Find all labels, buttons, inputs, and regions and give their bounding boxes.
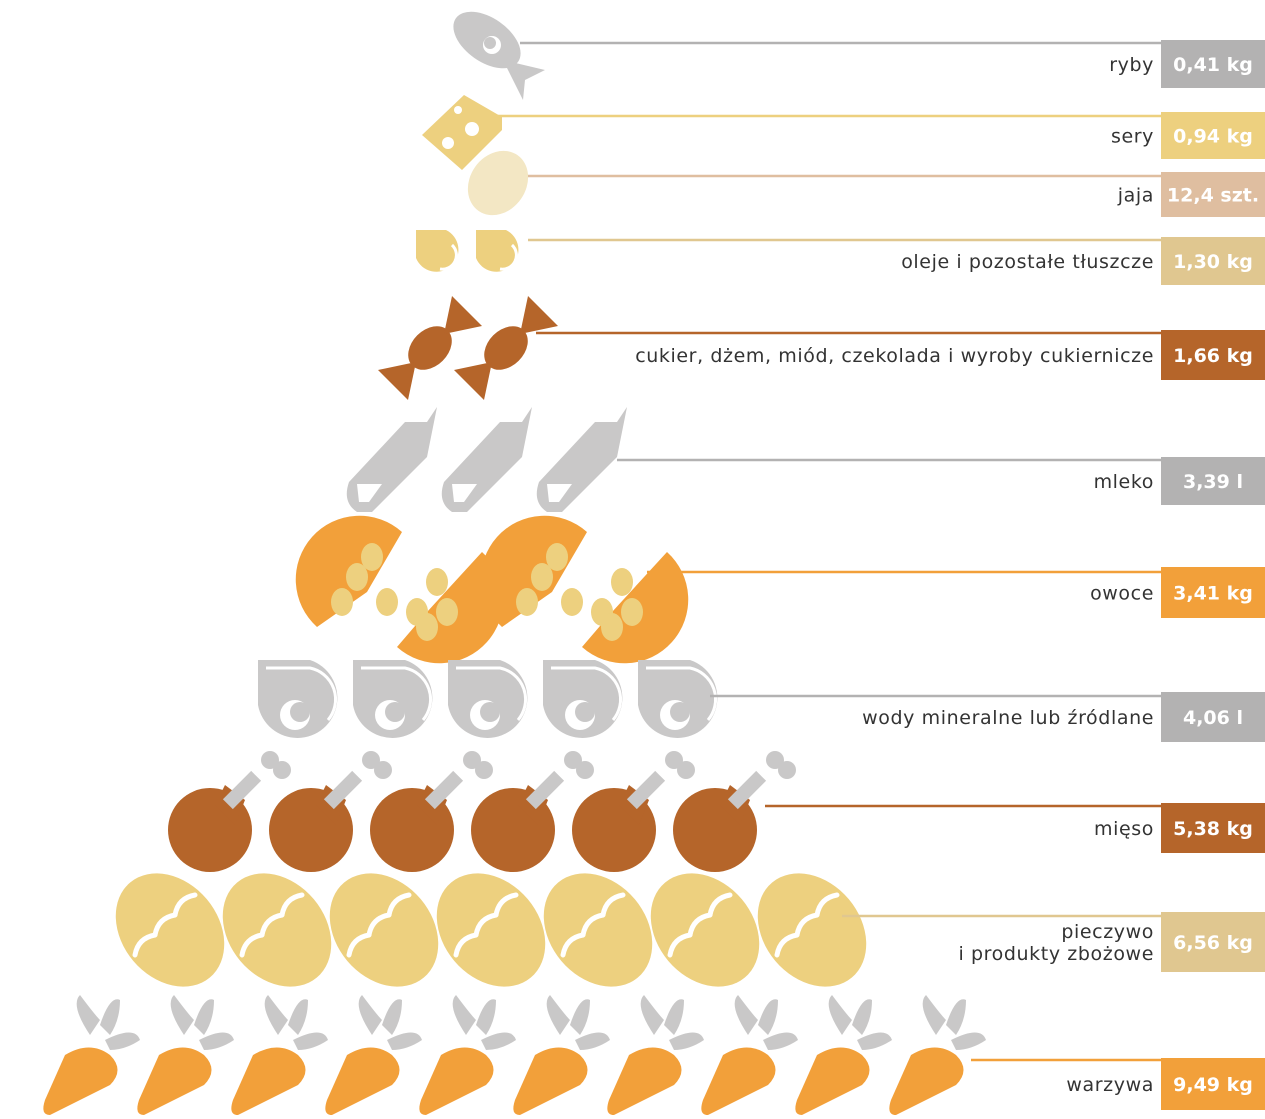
eggs-icon <box>467 150 529 216</box>
meat-icon <box>471 751 594 872</box>
bread-icon <box>650 873 760 987</box>
bread-icon <box>757 873 867 987</box>
value-label-sugar: 1,66 kg <box>1173 345 1253 367</box>
icon-row-meat <box>168 751 796 872</box>
meat-icon <box>370 751 493 872</box>
vegetables-icon <box>231 995 328 1115</box>
category-label-vegetables: warzywa <box>1066 1074 1154 1096</box>
sugar-icon <box>454 296 558 400</box>
icon-row-vegetables <box>43 995 986 1115</box>
water-icon <box>258 660 338 738</box>
value-label-fish: 0,41 kg <box>1173 54 1253 76</box>
category-label-meat: mięso <box>1094 818 1154 840</box>
meat-icon <box>168 751 291 872</box>
meat-icon <box>572 751 695 872</box>
vegetables-icon <box>43 995 140 1115</box>
value-badge-milk <box>1161 457 1265 505</box>
value-badge-oils <box>1161 237 1265 285</box>
icon-row-milk <box>346 407 627 512</box>
value-label-cheese: 0,94 kg <box>1173 126 1253 148</box>
value-badge-meat <box>1161 803 1265 853</box>
category-label-fish: ryby <box>1109 54 1154 76</box>
icon-row-cheese <box>422 95 502 170</box>
category-labels: 0,41 kg ryby 0,94 kg sery 12,4 szt. jaja 1,30 … <box>635 40 1265 1110</box>
value-badge-eggs <box>1161 172 1265 217</box>
water-icon <box>353 660 433 738</box>
value-badge-cheese <box>1161 112 1265 159</box>
category-label-oils: oleje i pozostałe tłuszcze <box>901 251 1154 273</box>
icon-row-water <box>258 660 718 738</box>
vegetables-icon <box>137 995 234 1115</box>
value-label-fruit: 3,41 kg <box>1173 583 1253 605</box>
milk-icon <box>536 407 627 512</box>
icon-row-bread <box>115 873 867 987</box>
icon-row-oils <box>416 230 519 272</box>
milk-icon <box>346 407 437 512</box>
bread-icon <box>115 873 225 987</box>
milk-icon <box>441 407 532 512</box>
value-label-oils: 1,30 kg <box>1173 251 1253 273</box>
bread-icon <box>222 873 332 987</box>
category-label-bread: i produkty zbożowe <box>958 943 1154 965</box>
category-label-fruit: owoce <box>1090 583 1154 605</box>
vegetables-icon <box>795 995 892 1115</box>
vegetables-icon <box>607 995 704 1115</box>
fish-icon <box>453 11 545 100</box>
oils-icon <box>416 230 459 272</box>
oils-icon <box>476 230 519 272</box>
water-icon <box>638 660 718 738</box>
value-label-bread: 6,56 kg <box>1173 932 1253 954</box>
value-label-vegetables: 9,49 kg <box>1173 1074 1253 1096</box>
vegetables-icon <box>419 995 516 1115</box>
bread-icon <box>543 873 653 987</box>
category-label-milk: mleko <box>1094 471 1154 493</box>
icon-row-fruit <box>295 515 689 664</box>
category-label-cheese: sery <box>1111 126 1154 148</box>
meat-icon <box>269 751 392 872</box>
value-label-water: 4,06 l <box>1183 707 1243 729</box>
category-label-water: wody mineralne lub źródlane <box>862 707 1154 729</box>
value-label-milk: 3,39 l <box>1183 471 1243 493</box>
vegetables-icon <box>701 995 798 1115</box>
vegetables-icon <box>889 995 986 1115</box>
value-badge-bread <box>1161 912 1265 972</box>
leader-lines <box>492 41 1162 1062</box>
icon-row-sugar <box>378 296 558 400</box>
pictogram-layer <box>43 11 986 1115</box>
vegetables-icon <box>325 995 422 1115</box>
value-badge-fish <box>1161 40 1265 88</box>
fruit-icon <box>480 515 689 664</box>
icon-row-fish <box>453 11 545 100</box>
category-label-eggs: jaja <box>1117 185 1154 207</box>
cheese-icon <box>422 95 502 170</box>
value-badge-water <box>1161 692 1265 742</box>
icon-row-eggs <box>467 150 529 216</box>
value-label-meat: 5,38 kg <box>1173 818 1253 840</box>
value-badge-vegetables <box>1161 1058 1265 1110</box>
value-badge-sugar <box>1161 330 1265 380</box>
water-icon <box>543 660 623 738</box>
sugar-icon <box>378 296 482 400</box>
meat-icon <box>673 751 796 872</box>
value-label-eggs: 12,4 szt. <box>1167 185 1259 207</box>
bread-icon <box>329 873 439 987</box>
vegetables-icon <box>513 995 610 1115</box>
water-icon <box>448 660 528 738</box>
category-label-bread: pieczywo <box>1061 921 1154 943</box>
value-badge-fruit <box>1161 567 1265 618</box>
category-label-sugar: cukier, dżem, miód, czekolada i wyroby c… <box>635 345 1154 367</box>
bread-icon <box>436 873 546 987</box>
fruit-icon <box>295 515 504 664</box>
